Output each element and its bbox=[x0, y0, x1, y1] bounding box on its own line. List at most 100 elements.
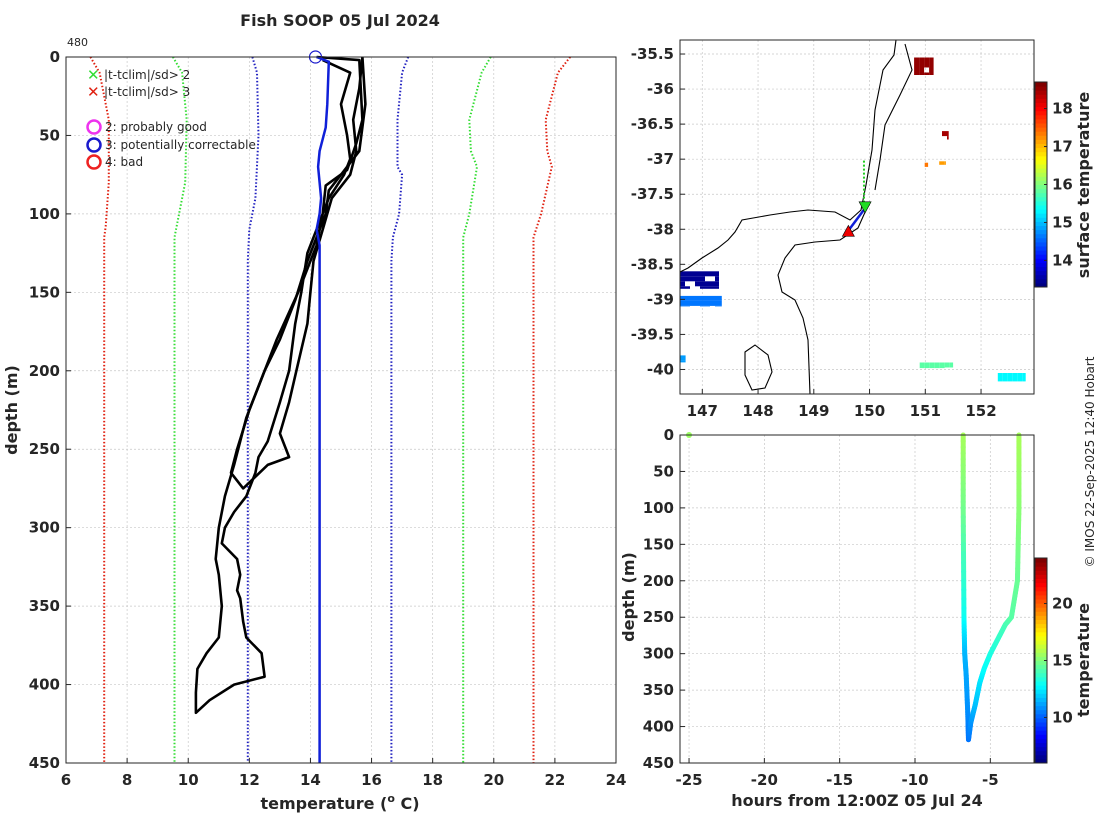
map-ytick-label: -37 bbox=[647, 150, 674, 168]
sst-cell bbox=[1023, 373, 1026, 378]
sst-cell bbox=[929, 68, 934, 73]
sst-cell bbox=[919, 58, 924, 63]
sst-cell bbox=[695, 301, 700, 306]
sst-cell bbox=[710, 296, 715, 301]
sst-cell bbox=[1023, 378, 1026, 381]
map-colorbar-cell bbox=[1035, 275, 1047, 280]
map-colorbar-cell bbox=[1035, 144, 1047, 149]
sst-cell bbox=[925, 368, 930, 369]
sst-cell bbox=[950, 363, 953, 368]
map-colorbar-cell bbox=[1035, 262, 1047, 267]
time-xtick-label: -25 bbox=[675, 771, 702, 789]
map-colorbar-cell bbox=[1035, 242, 1047, 247]
time-colorbar-cell bbox=[1035, 734, 1047, 739]
time-colorbar-cell bbox=[1035, 620, 1047, 625]
sst-cell bbox=[685, 360, 686, 362]
sst-cell bbox=[700, 306, 705, 307]
sst-cell bbox=[715, 276, 719, 281]
map-colorbar-tick-label: 17 bbox=[1052, 138, 1073, 156]
sst-cell bbox=[924, 73, 929, 76]
sst-cell bbox=[690, 301, 695, 306]
sst-cell bbox=[720, 306, 722, 307]
sst-cell bbox=[924, 58, 929, 63]
time-ytick-label: 150 bbox=[643, 535, 674, 553]
map-colorbar-cell bbox=[1035, 94, 1047, 99]
map-ytick-label: -39 bbox=[647, 290, 674, 308]
sst-cell bbox=[945, 363, 950, 368]
sst-cell bbox=[1018, 373, 1023, 378]
map-xtick-label: 147 bbox=[687, 402, 718, 420]
sst-cell bbox=[914, 68, 919, 73]
sst-cell bbox=[940, 363, 945, 368]
figure-title: Fish SOOP 05 Jul 2024 bbox=[240, 11, 440, 30]
sst-cell bbox=[920, 368, 925, 369]
time-colorbar-label: temperature bbox=[1074, 603, 1093, 717]
legend-magenta-circle-label: 2: probably good bbox=[105, 120, 207, 134]
map-colorbar-cell bbox=[1035, 189, 1047, 194]
map-colorbar-cell bbox=[1035, 213, 1047, 218]
time-colorbar-cell bbox=[1035, 640, 1047, 645]
time-colorbar-cell bbox=[1035, 579, 1047, 584]
sst-cell bbox=[1003, 378, 1008, 381]
legend-blue-circle-label: 3: potentially correctable bbox=[105, 138, 256, 152]
sst-cell bbox=[690, 296, 695, 301]
sst-cell bbox=[680, 306, 685, 307]
map-colorbar-cell bbox=[1035, 135, 1047, 140]
legend-red-cross-label: |t-tclim|/sd> 3 bbox=[104, 85, 190, 99]
map-colorbar-cell bbox=[1035, 98, 1047, 103]
sst-cell bbox=[998, 378, 1003, 381]
map-xtick-label: 152 bbox=[965, 402, 996, 420]
time-colorbar-cell bbox=[1035, 615, 1047, 620]
profile-xlabel: temperature (o C) bbox=[260, 792, 419, 813]
map-colorbar-cell bbox=[1035, 254, 1047, 259]
sst-cell bbox=[939, 161, 944, 165]
map-colorbar-cell bbox=[1035, 238, 1047, 243]
sst-cell bbox=[695, 296, 700, 301]
sst-cell bbox=[940, 368, 945, 369]
time-ytick-label: 400 bbox=[643, 718, 674, 736]
time-colorbar-cell bbox=[1035, 718, 1047, 723]
sst-cell bbox=[998, 373, 1003, 378]
time-colorbar: 10 15 20 bbox=[1035, 558, 1073, 764]
map-colorbar-cell bbox=[1035, 209, 1047, 214]
map-colorbar-cell bbox=[1035, 185, 1047, 190]
time-colorbar-cell bbox=[1035, 624, 1047, 629]
sst-cell bbox=[710, 281, 715, 286]
sst-cell bbox=[929, 73, 934, 76]
map-colorbar-cell bbox=[1035, 267, 1047, 272]
sst-cell bbox=[700, 271, 705, 276]
legend-green-cross-label: |t-tclim|/sd> 2 bbox=[104, 68, 190, 82]
sst-cell bbox=[947, 136, 949, 139]
map-colorbar-cell bbox=[1035, 205, 1047, 210]
sst-cell bbox=[705, 301, 710, 306]
time-colorbar-tick-label: 20 bbox=[1052, 595, 1073, 613]
sst-cell bbox=[705, 271, 710, 276]
map-xtick-label: 151 bbox=[910, 402, 941, 420]
time-colorbar-cell bbox=[1035, 743, 1047, 748]
map-colorbar-cell bbox=[1035, 279, 1047, 284]
map-colorbar-cell bbox=[1035, 193, 1047, 198]
map-colorbar-cell bbox=[1035, 86, 1047, 91]
time-colorbar-cell bbox=[1035, 574, 1047, 579]
sst-cell bbox=[710, 301, 715, 306]
time-colorbar-cell bbox=[1035, 628, 1047, 633]
time-colorbar-cell bbox=[1035, 636, 1047, 641]
map-colorbar-tick-label: 15 bbox=[1052, 213, 1073, 231]
sst-cell bbox=[685, 355, 686, 360]
map-colorbar-cell bbox=[1035, 111, 1047, 116]
time-colorbar-cell bbox=[1035, 558, 1047, 563]
map-colorbar-label: surface temperature bbox=[1074, 92, 1093, 279]
sst-cell bbox=[700, 296, 705, 301]
time-colorbar-cell bbox=[1035, 755, 1047, 760]
map-xtick-label: 150 bbox=[854, 402, 885, 420]
sst-cell bbox=[720, 296, 722, 301]
time-colorbar-cell bbox=[1035, 570, 1047, 575]
sst-cell bbox=[1013, 378, 1018, 381]
sst-cell bbox=[680, 355, 685, 360]
sst-cell bbox=[720, 301, 722, 306]
map-colorbar-cell bbox=[1035, 103, 1047, 108]
profile-xtick-label: 12 bbox=[239, 771, 260, 789]
map-colorbar-cell bbox=[1035, 201, 1047, 206]
time-colorbar-cell bbox=[1035, 693, 1047, 698]
time-colorbar-cell bbox=[1035, 562, 1047, 567]
